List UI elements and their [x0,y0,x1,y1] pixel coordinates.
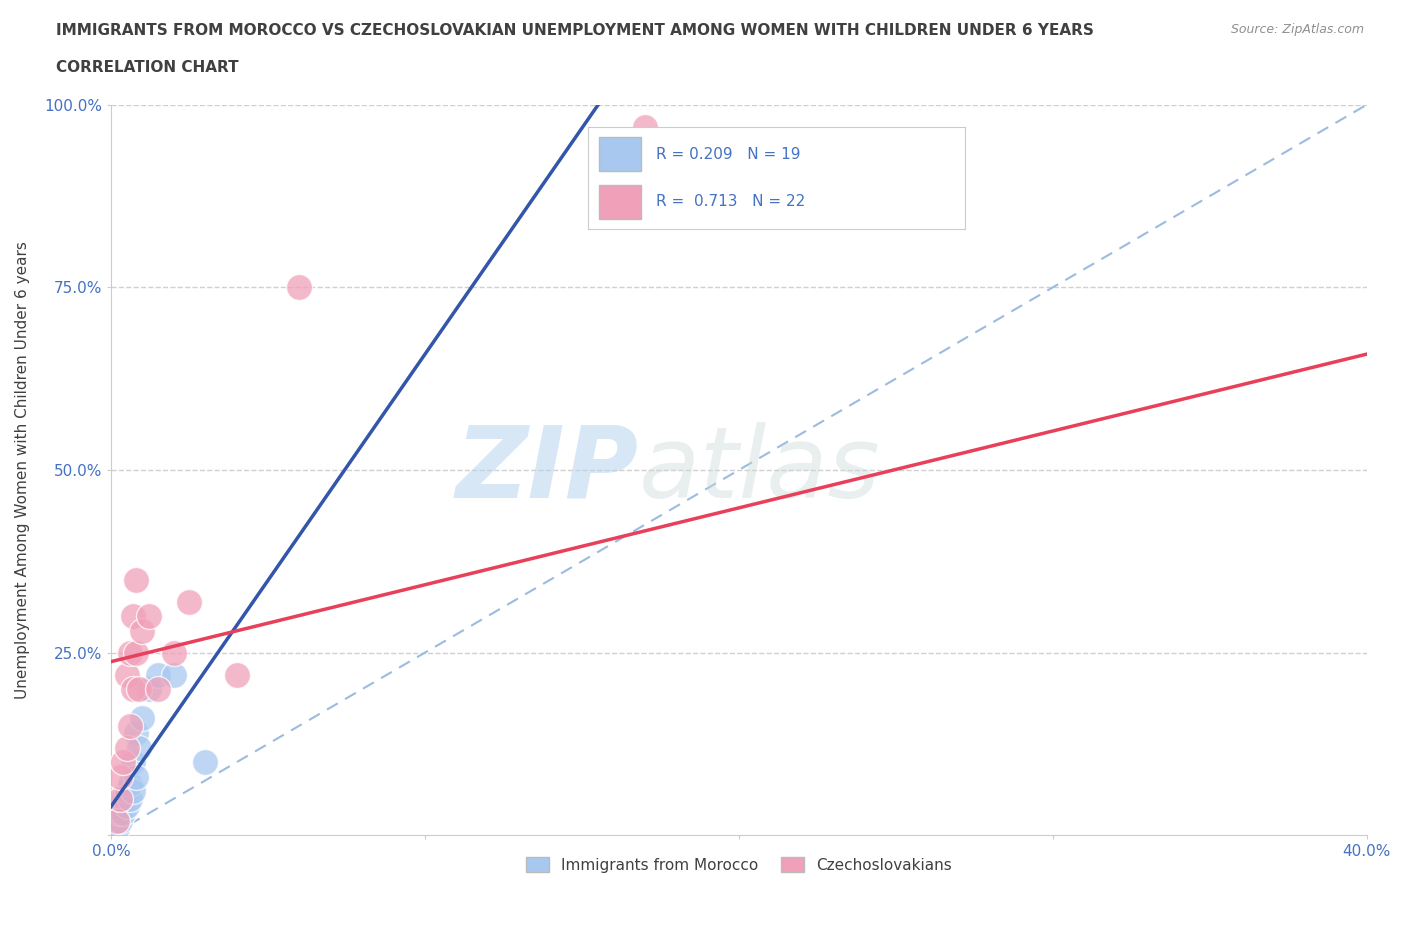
Point [118,645,141,660]
Point [115,667,138,682]
Point [146,667,169,682]
Text: ZIP: ZIP [456,421,638,519]
Point [110,813,132,828]
Point [118,718,141,733]
Point [128,740,150,755]
Point [138,682,160,697]
Point [125,572,148,587]
Point [105,813,128,828]
Legend: Immigrants from Morocco, Czechoslovakians: Immigrants from Morocco, Czechoslovakian… [520,851,957,879]
Point [125,725,148,740]
Point [125,769,148,784]
Point [138,609,160,624]
Point [163,667,186,682]
Point [115,740,138,755]
Text: CORRELATION CHART: CORRELATION CHART [56,60,239,75]
Point [125,645,148,660]
Text: Source: ZipAtlas.com: Source: ZipAtlas.com [1230,23,1364,36]
Point [122,755,145,770]
Point [110,769,132,784]
Text: atlas: atlas [638,421,880,519]
Point [115,799,138,814]
Point [634,119,657,134]
Point [118,777,141,791]
Point [122,784,145,799]
Point [112,806,135,821]
Point [131,623,153,638]
Point [110,791,132,806]
Point [112,755,135,770]
Point [105,820,128,835]
Point [146,682,169,697]
Point [194,755,217,770]
Point [179,594,201,609]
Point [115,784,138,799]
Point [128,682,150,697]
Point [131,711,153,725]
Text: IMMIGRANTS FROM MOROCCO VS CZECHOSLOVAKIAN UNEMPLOYMENT AMONG WOMEN WITH CHILDRE: IMMIGRANTS FROM MOROCCO VS CZECHOSLOVAKI… [56,23,1094,38]
Point [122,682,145,697]
Point [225,667,247,682]
Y-axis label: Unemployment Among Women with Children Under 6 years: Unemployment Among Women with Children U… [15,241,30,699]
Point [118,791,141,806]
Point [122,609,145,624]
Point [112,791,135,806]
Point [110,806,132,821]
Point [288,280,311,295]
Point [163,645,186,660]
